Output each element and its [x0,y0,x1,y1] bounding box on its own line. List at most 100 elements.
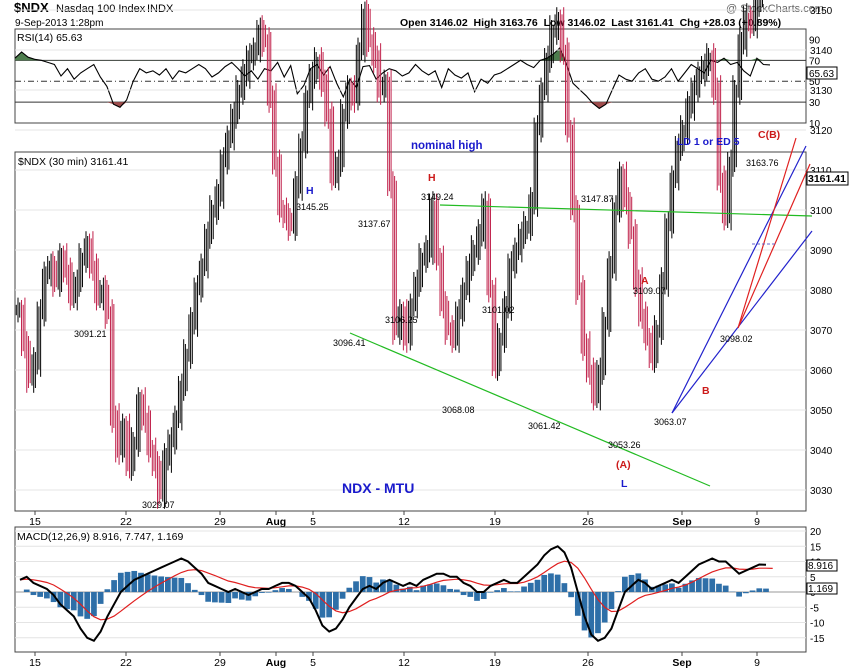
macd-histogram-bar [212,592,218,603]
macd-histogram-bar [319,592,326,618]
macd-histogram-bar [138,572,144,592]
macd-histogram-bar [285,588,292,592]
price-ytick: 3130 [810,86,833,97]
annotation-H-red: H [428,172,436,184]
macd-histogram-bar [433,583,440,592]
macd-histogram-bar [158,576,164,592]
rsi-last-value: 65.63 [809,69,834,80]
price-label-3091: 3091.21 [74,329,107,339]
x-tick-label: 22 [120,516,132,528]
macd-histogram-bar [144,574,151,592]
macd-histogram-bar [662,584,669,592]
price-label-3029: 3029.07 [142,500,175,510]
macd-histogram-bar [64,592,70,610]
macd-histogram-bar [736,592,742,597]
macd-last-value: 8.916 [808,561,833,572]
x-tick-label: 19 [489,657,501,668]
macd-histogram-bar [554,574,561,592]
rsi-title: RSI(14) 65.63 [17,32,83,44]
rsi-panel [14,28,807,124]
wedge-upper-line [671,145,807,414]
macd-histogram-bar [306,592,312,601]
macd-histogram-bar [205,592,212,602]
macd-title: MACD(12,26,9) 8.916, 7.747, 1.169 [17,531,184,543]
price-label-3096: 3096.41 [333,338,366,348]
macd-histogram-bar [501,588,507,592]
price-ytick: 3070 [810,326,833,337]
macd-histogram-bar [574,592,581,616]
chart-watermark-title: NDX - MTU [342,480,414,496]
macd-histogram-bar [252,592,259,597]
macd-histogram-bar [742,592,749,594]
price-title: $NDX (30 min) 3161.41 [18,156,128,168]
x-tick-label: 5 [310,657,316,668]
macd-histogram-bar [386,579,393,592]
macd-histogram-bar [353,581,359,592]
macd-histogram-bar [756,588,763,592]
macd-histogram-bar [339,592,346,599]
macd-ytick: 20 [810,527,822,538]
macd-histogram-bar [333,592,339,610]
macd-histogram-bar [689,580,695,592]
macd-histogram-bar [259,592,265,593]
price-label-3149: 3149.24 [421,192,454,202]
macd-histogram-bar [30,592,37,596]
price-last-badge [806,171,849,186]
macd-histogram-bar [299,592,306,597]
macd-last-badge [806,559,838,572]
macd-histogram-bar [198,592,205,596]
macd-histogram-bar [171,577,178,592]
macd-histogram-bar [763,588,769,592]
price-ytick: 3080 [810,286,833,297]
macd-hist-badge [806,582,838,595]
x-tick-label: 29 [214,516,226,528]
annotation-H-blue: H [306,185,314,197]
annotation-L: L [621,478,628,490]
macd-histogram-bar [568,592,574,598]
x-tick-label: 12 [398,657,410,668]
price-label-3061: 3061.42 [528,421,561,431]
macd-histogram-bar [487,592,494,593]
macd-histogram-bar [635,573,642,592]
macd-histogram-bar [460,592,467,596]
macd-ytick: -15 [810,634,825,645]
macd-histogram-bar [111,580,117,592]
date-label: 9-Sep-2013 1:28pm [15,18,103,29]
x-tick-label: 9 [754,516,760,528]
macd-histogram-bar [695,577,702,592]
annotation-nominal-high: nominal high [411,140,483,152]
annotation-LD1-ED5: LD 1 or ED 5 [677,136,740,148]
price-ytick: 3150 [810,6,833,17]
macd-histogram-bar [185,583,191,592]
x-tick-label: 29 [214,657,226,668]
rsi-ytick: 70 [809,56,821,67]
macd-line [19,545,767,643]
macd-histogram-bar [702,578,709,592]
rsi-ytick: 10 [809,119,821,130]
price-label-3101: 3101.02 [482,305,515,315]
macd-histogram-bar [608,592,615,610]
x-tick-label: 15 [29,657,41,668]
macd-histogram-bar [218,592,225,603]
macd-histogram-bar [548,573,554,592]
macd-histogram-bar [57,592,64,608]
macd-histogram-bar [225,592,232,603]
macd-histogram-bar [265,592,272,593]
x-tick-label: 5 [310,516,316,528]
price-label-3137: 3137.67 [358,219,391,229]
x-tick-label: Sep [672,657,691,668]
rsi-ytick: 30 [809,98,821,109]
macd-histogram-bar [400,588,406,592]
macd-histogram-bar [749,590,756,592]
price-ytick: 3120 [810,126,833,137]
macd-histogram-bar [272,590,279,592]
wedge-lower-line [671,230,813,414]
macd-histogram-bar [245,592,252,601]
price-ytick: 3030 [810,486,833,497]
x-tick-label: 9 [754,657,760,668]
macd-histogram-bar [346,587,353,592]
x-tick-label: Sep [672,516,691,528]
macd-histogram-bar [373,582,380,592]
macd-histogram-bar [521,586,527,592]
x-tick-label: Aug [266,516,286,528]
